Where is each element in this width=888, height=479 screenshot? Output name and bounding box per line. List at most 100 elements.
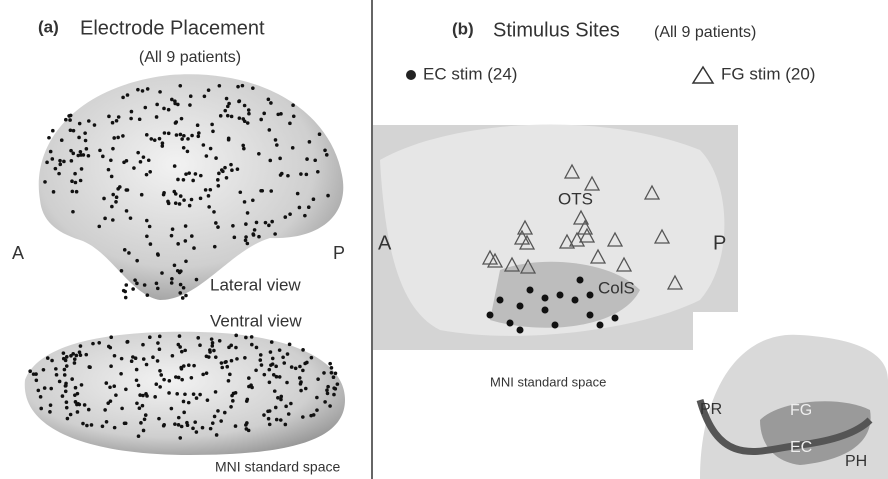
electrode: [128, 216, 133, 220]
electrode: [74, 353, 79, 358]
fg-site: [568, 231, 586, 247]
electrode: [148, 170, 152, 174]
electrode: [116, 135, 120, 140]
stim-sites: [481, 163, 684, 334]
fg-site: [563, 163, 581, 179]
electrode: [69, 159, 74, 163]
electrode: [190, 133, 194, 138]
electrode: [110, 204, 114, 209]
inset-label: EC: [790, 439, 812, 456]
electrode: [311, 197, 316, 202]
electrode: [190, 234, 194, 238]
electrode: [135, 401, 139, 406]
electrode: [235, 167, 240, 171]
electrode: [225, 104, 230, 109]
electrode: [91, 341, 95, 346]
electrode: [191, 392, 196, 396]
electrode: [166, 131, 171, 136]
electrode: [157, 347, 162, 352]
electrode: [267, 128, 272, 132]
electrode: [184, 293, 188, 298]
electrode: [220, 365, 225, 370]
electrode: [250, 385, 254, 390]
electrode: [183, 392, 187, 397]
electrode: [71, 151, 76, 156]
electrode: [242, 146, 246, 151]
electrode: [97, 224, 102, 229]
electrode: [224, 359, 228, 364]
fg-site: [578, 227, 596, 243]
electrode: [224, 96, 229, 101]
electrode: [177, 202, 182, 206]
electrode: [173, 422, 177, 426]
electrode: [155, 286, 160, 291]
electrode: [216, 184, 221, 188]
electrode: [257, 234, 261, 239]
electrode: [70, 189, 75, 194]
electrode: [129, 109, 134, 114]
electrode: [71, 351, 75, 356]
electrode: [73, 180, 78, 185]
electrode: [257, 151, 261, 156]
electrode: [194, 277, 199, 282]
electrode: [103, 408, 107, 412]
electrode: [172, 164, 177, 168]
electrode: [306, 205, 311, 210]
electrode: [293, 366, 298, 371]
electrode: [191, 178, 195, 183]
electrode: [62, 373, 67, 377]
electrode: [152, 138, 157, 142]
electrode: [286, 412, 291, 416]
electrode: [48, 403, 53, 407]
electrode: [141, 428, 146, 433]
electrode: [313, 158, 318, 163]
inset-label: PR: [700, 401, 722, 418]
electrode: [34, 378, 39, 383]
electrode: [108, 385, 112, 390]
electrode: [136, 434, 141, 439]
electrode: [107, 114, 111, 119]
fg-site: [666, 274, 684, 290]
electrode: [195, 123, 200, 128]
electrode: [86, 119, 91, 123]
electrode: [205, 398, 210, 402]
electrode: [228, 372, 232, 377]
electrode: [229, 162, 233, 167]
electrode: [259, 363, 264, 367]
electrode: [158, 90, 162, 94]
electrode: [218, 114, 223, 118]
inset-label: PH: [845, 453, 867, 470]
electrode: [176, 423, 181, 427]
electrode: [77, 402, 82, 407]
electrode: [316, 377, 320, 381]
electrode: [266, 416, 271, 421]
electrode: [50, 358, 54, 363]
electrode: [224, 175, 229, 180]
electrode: [124, 209, 129, 213]
electrode: [237, 99, 242, 103]
electrode: [245, 121, 250, 125]
electrode: [325, 388, 329, 393]
electrode: [291, 103, 295, 108]
space-note: MNI standard space: [490, 374, 606, 389]
electrode: [223, 165, 227, 170]
fg-site: [519, 258, 537, 274]
electrode: [71, 209, 75, 214]
electrode: [207, 205, 211, 209]
electrode: [148, 242, 153, 246]
electrode: [131, 355, 135, 359]
electrode: [194, 430, 199, 434]
electrode: [176, 415, 181, 420]
electrode: [234, 345, 238, 350]
view-label: Ventral view: [210, 311, 302, 330]
electrode: [214, 221, 218, 225]
electrode: [236, 84, 240, 89]
electrode: [201, 143, 206, 147]
electrode: [301, 348, 305, 352]
electrode: [233, 391, 238, 395]
anterior-label: A: [378, 232, 392, 254]
electrode: [73, 393, 77, 397]
electrode: [154, 382, 159, 387]
electrode: [97, 341, 102, 345]
electrode: [258, 353, 263, 357]
